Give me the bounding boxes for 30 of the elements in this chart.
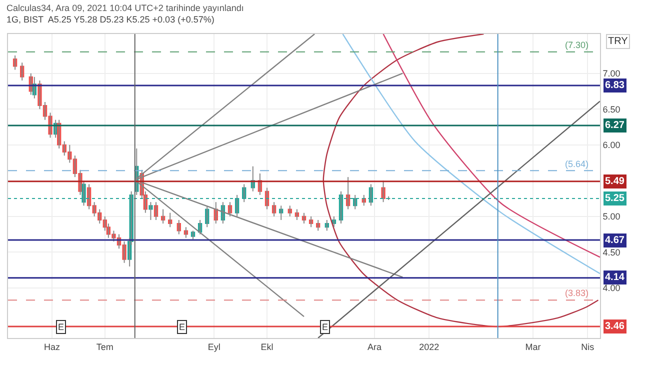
x-tick-label: 2022 <box>419 342 440 352</box>
x-tick-label: Nis <box>581 342 595 352</box>
chart-subtitle: Calculas34, Ara 09, 2021 10:04 UTC+2 tarihinde yayınlandı <box>6 2 244 13</box>
x-tick-label: Eyl <box>208 342 220 352</box>
x-tick-label: Mar <box>525 342 541 352</box>
annotation: E <box>179 322 186 332</box>
y-tick-label: 4.00 <box>602 283 620 294</box>
y-axis-title: TRY <box>608 36 628 47</box>
y-tick-label: 6.50 <box>602 104 620 114</box>
ref-line-label: 4.67 <box>605 235 625 246</box>
x-tick-label: Haz <box>44 342 61 352</box>
ref-line-label: 6.27 <box>605 120 625 131</box>
chart-title: 1G, BIST A5.25 Y5.28 D5.23 K5.25 +0.03 (+0.57%) <box>6 14 214 25</box>
ref-line-label: 4.14 <box>605 272 625 283</box>
ref-line-label: (7.30) <box>565 40 589 50</box>
ref-line-label: 5.25 <box>605 193 625 204</box>
y-tick-label: 4.50 <box>602 247 620 258</box>
ref-line-label: 3.46 <box>605 321 625 332</box>
annotation: E <box>58 322 64 332</box>
annotation: E <box>322 322 328 332</box>
x-tick-label: Ekl <box>260 342 274 352</box>
x-tick-label: Ara <box>367 342 382 352</box>
x-tick-label: Tem <box>96 342 114 352</box>
ref-line-label: 5.49 <box>605 176 625 187</box>
ref-line-label: 6.83 <box>605 80 625 91</box>
ref-line-label: (3.83) <box>565 288 589 298</box>
y-tick-label: 6.00 <box>602 140 620 150</box>
y-tick-label: 5.00 <box>602 212 620 222</box>
ref-line-label: (5.64) <box>565 159 589 169</box>
y-tick-label: 7.00 <box>602 68 620 78</box>
